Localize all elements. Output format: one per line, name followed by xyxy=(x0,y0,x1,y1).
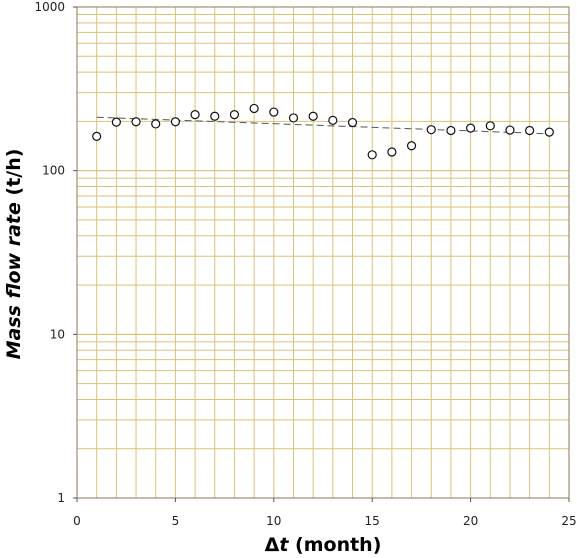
data-point xyxy=(426,125,436,135)
data-point xyxy=(387,147,397,157)
x-axis-title-prefix: Δ xyxy=(265,534,280,556)
x-axis-title-unit: (month) xyxy=(288,534,381,556)
y-axis-title: Mass flow rate (t/h) xyxy=(3,149,25,360)
grid xyxy=(77,7,569,498)
x-tick-label: 5 xyxy=(172,514,180,528)
data-point xyxy=(328,115,338,125)
data-point xyxy=(288,113,299,123)
y-tick-label: 100 xyxy=(42,164,65,178)
data-point xyxy=(446,125,456,136)
x-tick-labels: 0 5 10 15 20 25 xyxy=(73,514,576,528)
data-point xyxy=(92,131,102,141)
plot-border xyxy=(76,6,570,499)
data-point xyxy=(505,125,515,135)
data-point xyxy=(367,150,377,160)
y-axis-title-unit: (t/h) xyxy=(3,149,25,203)
data-point xyxy=(210,111,220,121)
data-point xyxy=(269,107,279,117)
x-tick-label: 15 xyxy=(365,514,380,528)
data-point xyxy=(406,141,417,151)
x-axis-title: Δt (month) xyxy=(265,534,382,556)
x-tick-label: 10 xyxy=(266,514,281,528)
data-point xyxy=(151,119,161,129)
data-point xyxy=(111,117,121,127)
data-point xyxy=(485,121,495,131)
y-tick-label: 1 xyxy=(57,491,65,505)
y-axis-title-main: Mass flow rate xyxy=(3,202,25,359)
x-tick-label: 25 xyxy=(561,514,576,528)
data-point xyxy=(466,123,476,133)
data-points xyxy=(92,103,554,160)
y-tick-label: 10 xyxy=(50,327,65,341)
y-tick-label: 1000 xyxy=(34,0,65,14)
data-point xyxy=(249,103,259,114)
data-point xyxy=(229,110,240,120)
data-point xyxy=(170,117,180,127)
y-tick-labels: 1 10 100 1000 xyxy=(34,0,65,505)
data-point xyxy=(131,117,141,127)
trendline xyxy=(96,116,550,135)
data-point xyxy=(544,127,554,137)
data-point xyxy=(308,111,318,121)
data-point xyxy=(347,117,358,128)
x-tick-label: 20 xyxy=(463,514,478,528)
data-point xyxy=(525,125,535,136)
data-point xyxy=(190,110,200,120)
x-tick-label: 0 xyxy=(73,514,81,528)
x-axis-title-variable: t xyxy=(279,534,289,556)
plot-frame xyxy=(73,6,570,502)
trendline-group xyxy=(96,116,550,135)
